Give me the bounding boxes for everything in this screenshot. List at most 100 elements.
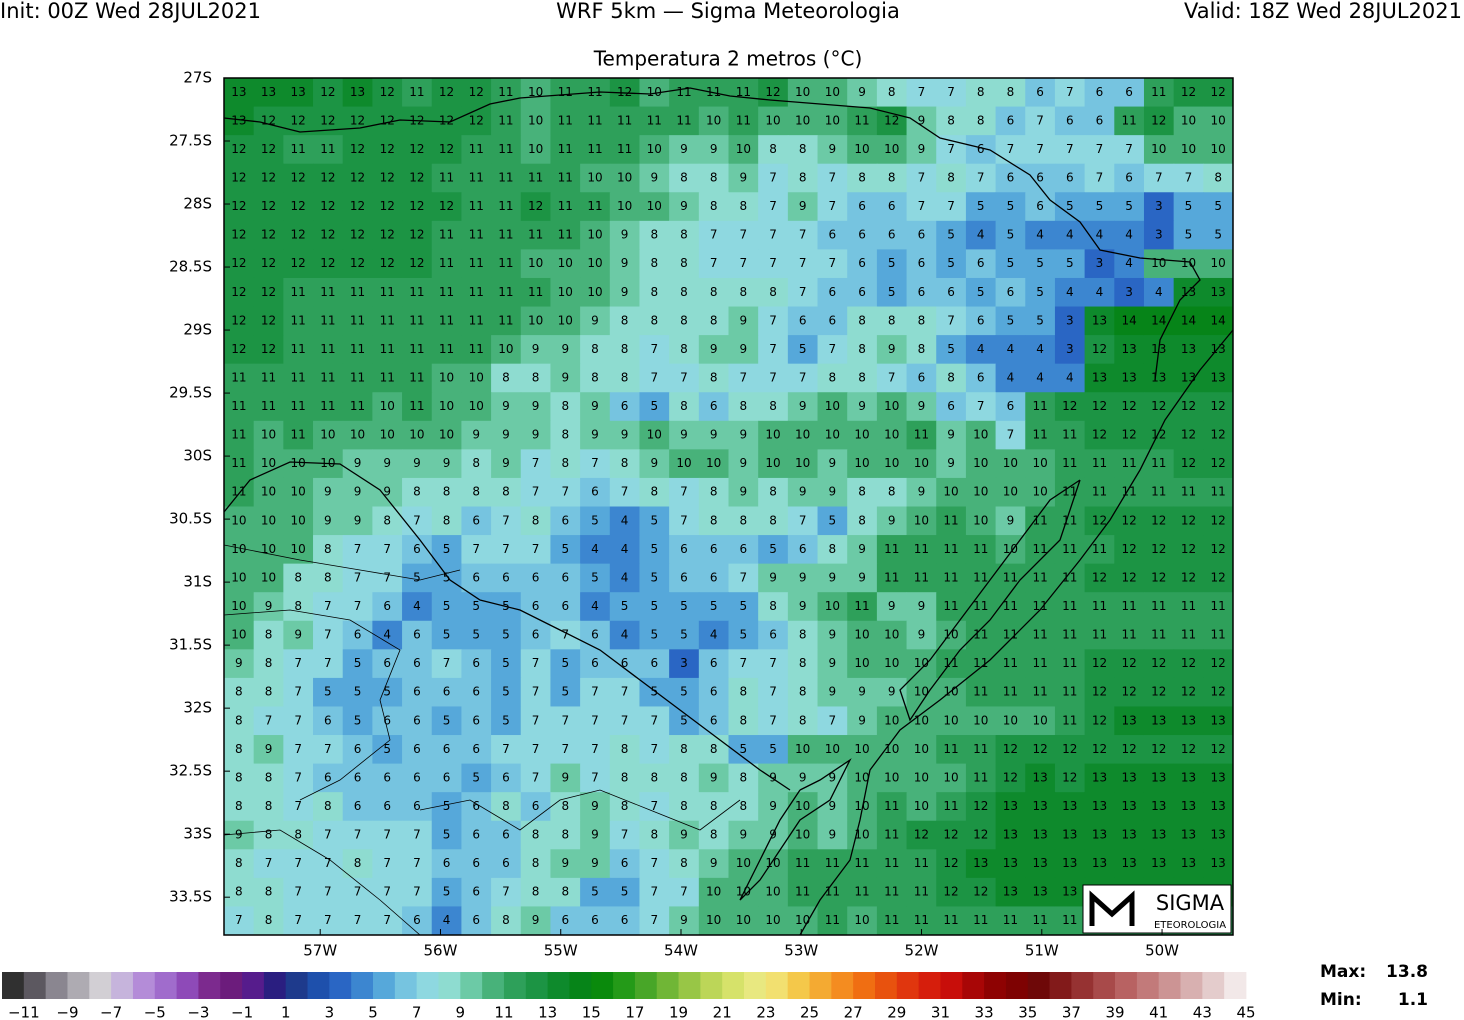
- temperature-cell: [817, 735, 848, 765]
- temperature-label: 7: [354, 599, 362, 613]
- temperature-cell: [965, 506, 997, 536]
- temperature-label: 6: [947, 285, 955, 299]
- temperature-label: 7: [740, 256, 748, 270]
- temperature-cell: [372, 763, 403, 793]
- temperature-label: 5: [650, 685, 658, 699]
- temperature-label: 9: [1007, 513, 1015, 527]
- temperature-cell: [1054, 249, 1086, 279]
- temperature-label: 3: [1125, 285, 1133, 299]
- temperature-label: 10: [261, 570, 276, 584]
- temperature-label: 8: [740, 685, 748, 699]
- temperature-cell: [609, 306, 640, 336]
- temperature-cell: [847, 849, 878, 879]
- temperature-cell: [1025, 249, 1056, 279]
- colorbar-swatch: [569, 972, 592, 999]
- river-border: [224, 461, 791, 791]
- temperature-label: 10: [439, 370, 454, 384]
- temperature-label: 8: [918, 313, 926, 327]
- temperature-cell: [847, 620, 878, 650]
- temperature-cell: [876, 477, 908, 507]
- temperature-label: 7: [532, 456, 540, 470]
- y-tick-label: 31S: [183, 573, 212, 591]
- temperature-cell: [787, 392, 819, 422]
- y-tick-label: 28S: [183, 195, 212, 213]
- temperature-label: 7: [769, 313, 777, 327]
- temperature-cell: [1203, 163, 1233, 193]
- temperature-label: 12: [1211, 456, 1226, 470]
- temperature-label: 7: [324, 599, 332, 613]
- temperature-label: 12: [528, 199, 543, 213]
- temperature-label: 6: [1007, 113, 1015, 127]
- temperature-cell: [550, 506, 581, 536]
- temperature-label: 7: [799, 285, 807, 299]
- temperature-label: 12: [1032, 742, 1047, 756]
- temperature-cell: [1114, 192, 1145, 222]
- temperature-cell: [639, 220, 670, 250]
- temperature-label: 9: [532, 342, 540, 356]
- temperature-cell: [1025, 877, 1056, 907]
- temperature-cell: [669, 506, 700, 536]
- temperature-label: 5: [561, 656, 569, 670]
- temperature-cell: [520, 392, 551, 422]
- temperature-label: 10: [1003, 542, 1018, 556]
- temperature-label: 12: [261, 170, 276, 184]
- temperature-cell: [965, 163, 997, 193]
- colorbar-swatch: [1049, 972, 1072, 999]
- temperature-cell: [906, 335, 937, 365]
- temperature-cell: [1114, 820, 1145, 850]
- temperature-cell: [1173, 306, 1204, 336]
- temperature-label: 5: [977, 199, 985, 213]
- temperature-label: 11: [498, 199, 513, 213]
- colorbar-swatch: [438, 972, 461, 999]
- temperature-label: 8: [235, 742, 243, 756]
- temperature-cell: [817, 392, 848, 422]
- temperature-cell: [847, 506, 878, 536]
- temperature-cell: [224, 877, 255, 907]
- temperature-cell: [402, 820, 433, 850]
- temperature-label: 7: [413, 828, 421, 842]
- temperature-cell: [1025, 820, 1056, 850]
- temperature-label: 11: [943, 742, 958, 756]
- temperature-cell: [580, 106, 611, 136]
- temperature-cell: [372, 135, 403, 165]
- temperature-label: 4: [1036, 228, 1044, 242]
- temperature-cell: [461, 649, 492, 679]
- temperature-label: 10: [291, 456, 306, 470]
- temperature-label: 12: [1211, 542, 1226, 556]
- temperature-label: 11: [409, 342, 424, 356]
- temperature-label: 7: [383, 828, 391, 842]
- temperature-cell: [461, 135, 492, 165]
- colorbar-swatch: [940, 972, 963, 999]
- temperature-label: 7: [1007, 428, 1015, 442]
- temperature-cell: [550, 249, 581, 279]
- temperature-label: 5: [1214, 199, 1222, 213]
- temperature-label: 11: [914, 542, 929, 556]
- temperature-label: 5: [769, 542, 777, 556]
- temperature-cell: [313, 363, 344, 393]
- temperature-cell: [639, 363, 670, 393]
- temperature-cell: [876, 792, 908, 822]
- temperature-label: 11: [380, 370, 395, 384]
- temperature-cell: [817, 792, 848, 822]
- temperature-cell: [550, 820, 581, 850]
- temperature-label: 7: [650, 799, 658, 813]
- temperature-label: 10: [587, 285, 602, 299]
- temperature-cell: [491, 906, 522, 935]
- temperature-label: 11: [350, 313, 365, 327]
- temperature-cell: [1054, 163, 1086, 193]
- colorbar-label: 39: [1106, 1004, 1125, 1020]
- temperature-cell: [669, 592, 700, 622]
- temperature-cell: [995, 335, 1026, 365]
- x-tick-label: 56W: [424, 942, 458, 960]
- temperature-label: 7: [472, 542, 480, 556]
- temperature-label: 9: [740, 485, 748, 499]
- temperature-cell: [550, 906, 581, 935]
- temperature-cell: [253, 706, 284, 736]
- temperature-label: 9: [829, 770, 837, 784]
- temperature-label: 6: [561, 513, 569, 527]
- temperature-cell: [1203, 192, 1233, 222]
- temperature-cell: [906, 220, 937, 250]
- temperature-cell: [669, 620, 700, 650]
- colorbar-label: −3: [187, 1004, 209, 1020]
- temperature-cell: [1173, 249, 1204, 279]
